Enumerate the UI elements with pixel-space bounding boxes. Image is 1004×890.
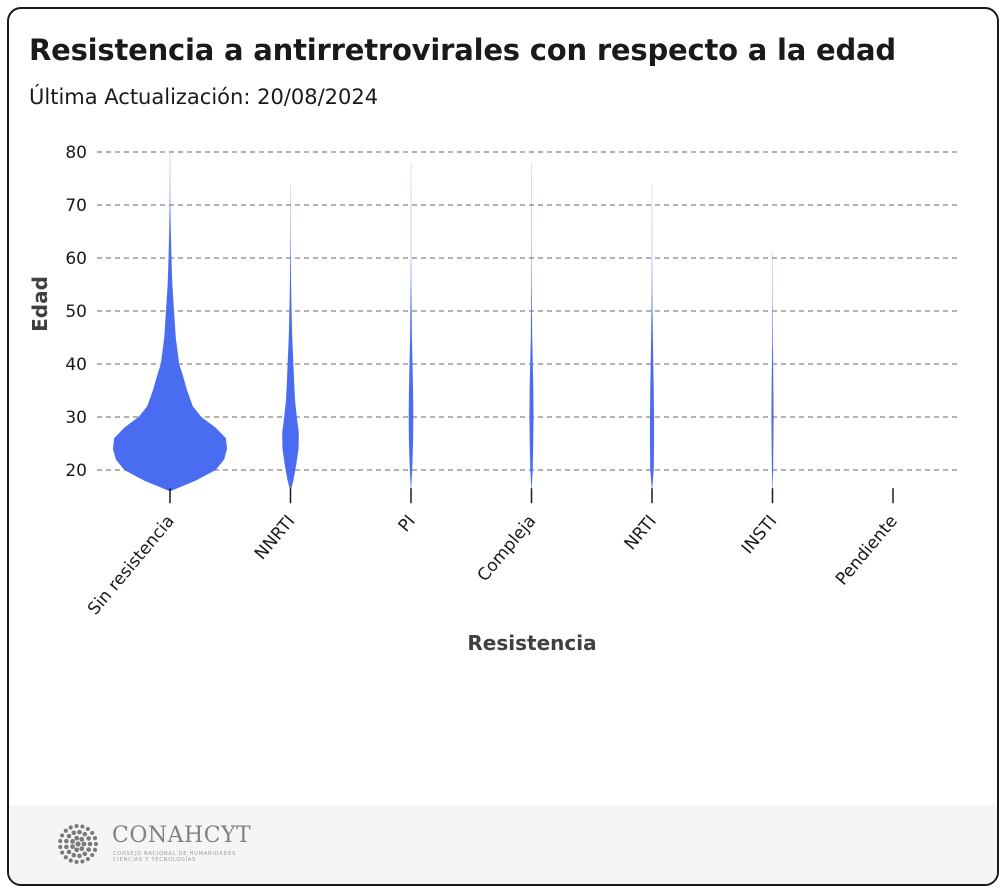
y-tick-label: 80 (65, 143, 87, 163)
chart-subtitle: Última Actualización: 20/08/2024 (29, 85, 379, 109)
y-axis-label: Edad (28, 276, 52, 332)
x-tick-label: Sin resistencia (84, 512, 179, 620)
x-axis-label: Resistencia (467, 631, 596, 655)
y-tick-label: 50 (65, 302, 87, 322)
violin-compleja (529, 162, 534, 492)
x-tick-label: INSTI (738, 512, 782, 559)
x-tick-label: NRTI (621, 512, 661, 555)
logo-text: CONAHCYT (112, 823, 252, 848)
chart-card: Resistencia a antirretrovirales con resp… (7, 7, 999, 886)
logo-subtext: CONSEJO NACIONAL DE HUMANIDADES CIENCIAS… (113, 851, 237, 863)
footer: CONAHCYT CONSEJO NACIONAL DE HUMANIDADES… (9, 805, 997, 884)
y-tick-label: 40 (65, 355, 87, 375)
violin-pi (408, 162, 414, 492)
violin-insti (771, 252, 774, 492)
conahcyt-dots-logo-icon (58, 823, 99, 865)
y-tick-label: 20 (65, 461, 87, 481)
violin-nrti (649, 183, 655, 492)
y-tick-label: 60 (65, 249, 87, 269)
x-tick-label: PI (395, 512, 420, 537)
x-tick-label: Pendiente (832, 512, 902, 590)
violin-nnrti (282, 183, 299, 492)
y-tick-label: 70 (65, 196, 87, 216)
violin-sin-resistencia (112, 151, 228, 492)
y-tick-label: 30 (65, 408, 87, 428)
x-tick-label: Compleja (474, 512, 541, 586)
x-tick-label: NNRTI (251, 512, 299, 564)
violin-chart: 20 30 40 50 60 70 80 Sin resistencia NNRTI PI Comp… (28, 143, 957, 655)
chart-title: Resistencia a antirretrovirales con resp… (29, 33, 896, 67)
